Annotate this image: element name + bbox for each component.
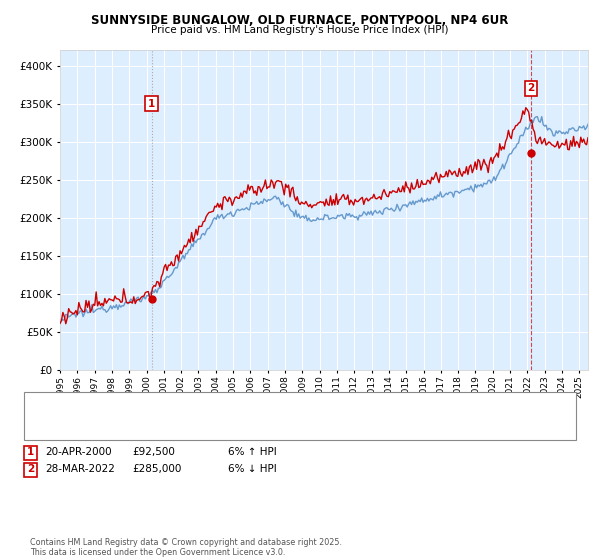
Text: 2: 2	[527, 83, 535, 94]
Text: £92,500: £92,500	[132, 447, 175, 458]
Text: 6% ↓ HPI: 6% ↓ HPI	[228, 464, 277, 474]
Text: 20-APR-2000: 20-APR-2000	[45, 447, 112, 458]
Text: Price paid vs. HM Land Registry's House Price Index (HPI): Price paid vs. HM Land Registry's House …	[151, 25, 449, 35]
Text: £285,000: £285,000	[132, 464, 181, 474]
Text: ─────: ─────	[48, 398, 86, 411]
Text: ─────: ─────	[48, 410, 86, 424]
Text: Contains HM Land Registry data © Crown copyright and database right 2025.
This d: Contains HM Land Registry data © Crown c…	[30, 538, 342, 557]
Text: 2: 2	[27, 464, 34, 474]
Text: 1: 1	[148, 99, 155, 109]
Text: 6% ↑ HPI: 6% ↑ HPI	[228, 447, 277, 458]
Text: 28-MAR-2022: 28-MAR-2022	[45, 464, 115, 474]
Text: 1: 1	[27, 447, 34, 458]
Text: HPI: Average price, detached house, Torfaen: HPI: Average price, detached house, Torf…	[96, 413, 296, 422]
Text: SUNNYSIDE BUNGALOW, OLD FURNACE, PONTYPOOL, NP4 6UR (detached house): SUNNYSIDE BUNGALOW, OLD FURNACE, PONTYPO…	[96, 400, 461, 409]
Text: SUNNYSIDE BUNGALOW, OLD FURNACE, PONTYPOOL, NP4 6UR: SUNNYSIDE BUNGALOW, OLD FURNACE, PONTYPO…	[91, 14, 509, 27]
